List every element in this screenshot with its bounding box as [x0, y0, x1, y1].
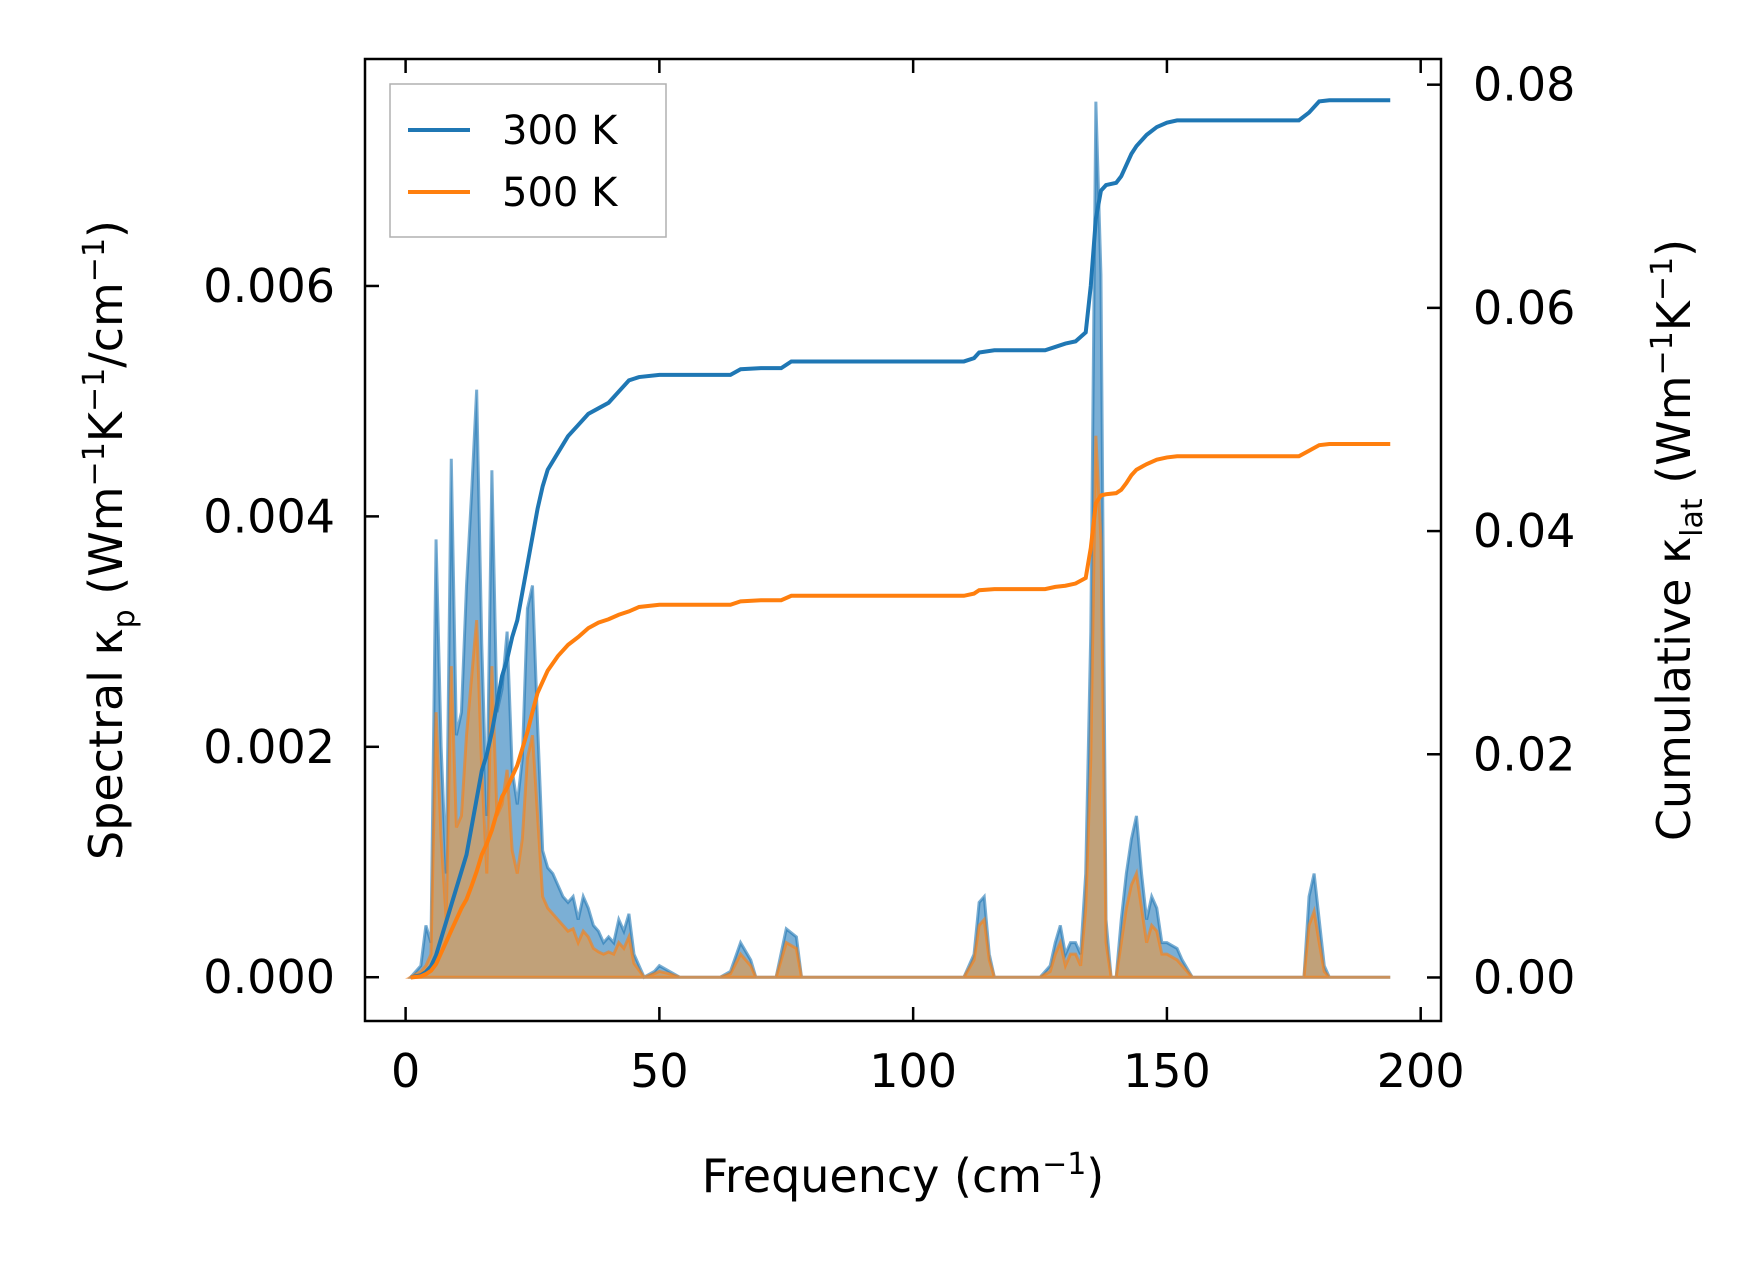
axis-ticks: 0 50 100 150 200 0.000 0.002 0.004 0.006 0.00 0.02…: [203, 58, 1575, 1098]
cumulative-lines: [410, 98, 1391, 980]
cumulative-line-300k: [410, 98, 1391, 980]
y-left-tick-label: 0.002: [203, 720, 335, 774]
y-right-tick-label: 0.08: [1473, 58, 1575, 112]
y-left-tick-label: 0.004: [203, 489, 335, 543]
y-right-tick-label: 0.00: [1473, 950, 1575, 1004]
y-left-tick-label: 0.006: [203, 259, 335, 313]
x-tick-label: 200: [1377, 1044, 1465, 1098]
x-tick-label: 150: [1123, 1044, 1211, 1098]
legend-box: [389, 83, 667, 238]
y-right-tick-label: 0.04: [1473, 504, 1575, 558]
x-tick-label: 100: [869, 1044, 957, 1098]
x-tick-label: 0: [391, 1044, 420, 1098]
x-axis-label: Frequency (cm−1): [702, 1147, 1105, 1203]
y-right-tick-label: 0.06: [1473, 281, 1575, 335]
y-axis-label-left-text: Spectral κp (Wm−1K−1/cm−1): [77, 220, 142, 860]
cumulative-line-500k: [410, 442, 1391, 980]
axes-frame: [363, 57, 1443, 1023]
y-left-tick-label: 0.000: [203, 950, 335, 1004]
y-axis-label-right-text: Cumulative κlat (Wm−1K−1): [1645, 239, 1710, 841]
x-tick-label: 50: [630, 1044, 689, 1098]
y-right-tick-label: 0.02: [1473, 727, 1575, 781]
legend-label-300k: 300 K: [502, 108, 619, 154]
y-axis-label-right: Cumulative κlat (Wm−1K−1): [1645, 239, 1710, 841]
legend-label-500k: 500 K: [502, 170, 619, 216]
legend: 300 K 500 K: [389, 83, 667, 238]
y-axis-label-left: Spectral κp (Wm−1K−1/cm−1): [77, 220, 142, 860]
